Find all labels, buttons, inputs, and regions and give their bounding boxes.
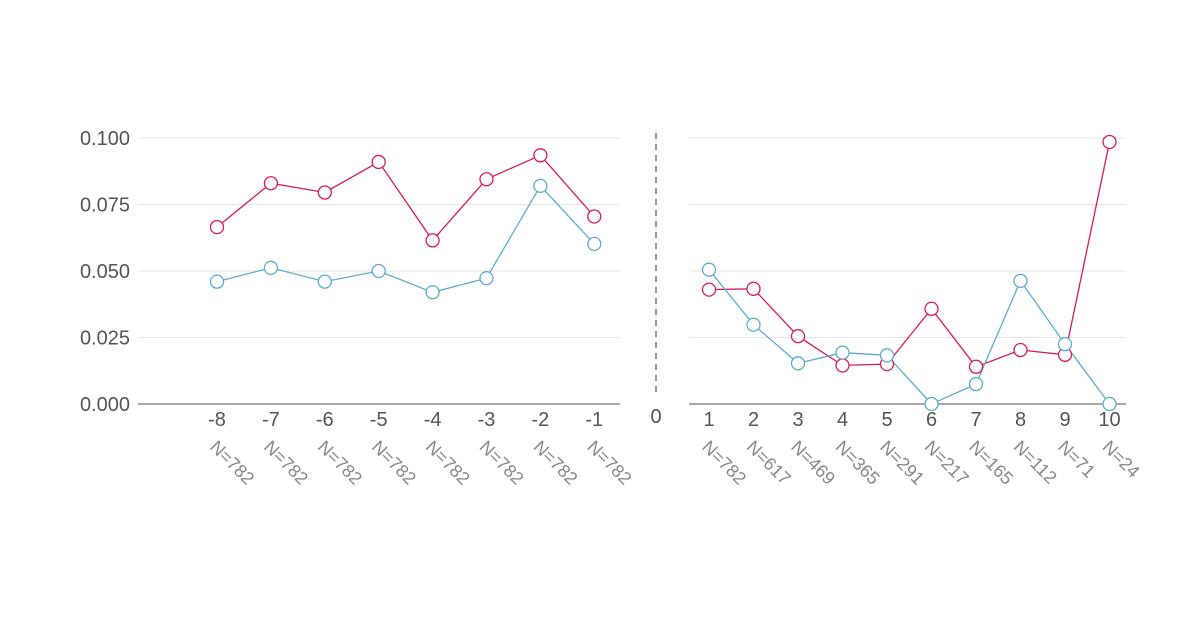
data-point bbox=[425, 233, 440, 248]
sample-size-label: N=782 bbox=[583, 437, 635, 489]
sample-size-labels: N=782 N=782 N=782 N=782 N=782 N=782 N=782 N=782… bbox=[206, 437, 1143, 489]
sample-size-label: N=24 bbox=[1099, 437, 1144, 482]
x-tick-label: 10 bbox=[1098, 409, 1120, 431]
center-divider: 0 bbox=[650, 133, 662, 428]
x-tick-label: 3 bbox=[792, 409, 803, 431]
sample-size-label: N=617 bbox=[743, 437, 795, 489]
series-line bbox=[708, 141, 1111, 368]
sample-size-label: N=291 bbox=[876, 437, 928, 489]
data-point bbox=[746, 317, 761, 332]
data-point bbox=[835, 358, 850, 373]
data-point bbox=[1102, 134, 1117, 150]
data-point bbox=[317, 185, 332, 200]
data-point bbox=[209, 219, 225, 235]
sample-size-label: N=782 bbox=[206, 437, 258, 489]
sample-size-label: N=217 bbox=[921, 437, 973, 489]
data-point bbox=[1102, 396, 1117, 412]
sample-size-label: N=782 bbox=[260, 437, 312, 489]
x-tick-label: -7 bbox=[262, 409, 280, 431]
sample-size-label: N=112 bbox=[1010, 437, 1061, 488]
y-tick-label: 0.050 bbox=[80, 261, 130, 283]
series-lines bbox=[216, 141, 1111, 405]
x-tick-label: 6 bbox=[926, 409, 937, 431]
x-tick-label: 8 bbox=[1015, 409, 1026, 431]
data-point bbox=[533, 148, 548, 163]
sample-size-label: N=782 bbox=[698, 437, 750, 489]
data-point bbox=[1013, 273, 1028, 288]
series-line bbox=[216, 154, 595, 242]
data-point bbox=[425, 285, 440, 300]
data-point bbox=[587, 209, 602, 224]
x-tick-label: 4 bbox=[837, 409, 848, 431]
data-point bbox=[263, 260, 279, 275]
sample-size-label: N=782 bbox=[530, 437, 582, 489]
data-point bbox=[371, 154, 386, 170]
x-tick-label: -3 bbox=[478, 409, 496, 431]
data-point bbox=[209, 274, 225, 289]
x-axis-tick-labels: -8 -7 -6 -5 -4 -3 -2 -1 1 2 3 4 5 6 7 8 9 10 bbox=[208, 409, 1121, 431]
data-point bbox=[263, 176, 279, 191]
sample-size-label: N=71 bbox=[1054, 437, 1099, 482]
data-point bbox=[968, 376, 984, 392]
data-point bbox=[835, 345, 850, 360]
data-point bbox=[587, 236, 602, 252]
x-tick-label: 9 bbox=[1059, 409, 1070, 431]
data-point bbox=[317, 274, 332, 289]
data-point bbox=[1057, 336, 1073, 352]
data-point bbox=[1013, 342, 1028, 358]
data-point bbox=[701, 262, 717, 277]
sample-size-label: N=782 bbox=[476, 437, 528, 489]
y-tick-label: 0.100 bbox=[80, 128, 130, 150]
data-point bbox=[790, 356, 806, 371]
center-zero-label: 0 bbox=[650, 406, 661, 428]
data-point bbox=[533, 178, 548, 194]
x-tick-label: -8 bbox=[208, 409, 226, 431]
data-point bbox=[479, 172, 494, 187]
data-point bbox=[790, 329, 806, 344]
data-point bbox=[371, 263, 386, 279]
grid-lines bbox=[138, 137, 1126, 338]
y-tick-label: 0.025 bbox=[80, 328, 130, 350]
sample-size-label: N=469 bbox=[787, 437, 839, 489]
series-markers bbox=[209, 134, 1117, 412]
sample-size-label: N=365 bbox=[832, 437, 884, 489]
x-tick-label: -6 bbox=[316, 409, 334, 431]
data-point bbox=[924, 396, 939, 412]
data-point bbox=[924, 301, 939, 316]
y-tick-label: 0.075 bbox=[80, 195, 130, 217]
x-tick-label: -4 bbox=[424, 409, 442, 431]
y-axis-tick-labels: 0.000 0.025 0.050 0.075 0.100 bbox=[80, 128, 130, 416]
x-tick-label: 2 bbox=[748, 409, 759, 431]
sample-size-label: N=782 bbox=[422, 437, 474, 489]
x-tick-label: -5 bbox=[370, 409, 388, 431]
data-point bbox=[968, 359, 984, 374]
series-line bbox=[216, 184, 595, 293]
data-point bbox=[701, 282, 717, 297]
data-point bbox=[479, 271, 494, 286]
data-point bbox=[746, 281, 761, 296]
y-tick-label: 0.000 bbox=[80, 394, 130, 416]
x-tick-label: -2 bbox=[532, 409, 550, 431]
x-tick-label: 5 bbox=[881, 409, 892, 431]
data-point bbox=[879, 348, 895, 363]
x-tick-label: 1 bbox=[703, 409, 714, 431]
sample-size-label: N=782 bbox=[314, 437, 366, 489]
sample-size-label: N=165 bbox=[965, 437, 1017, 489]
sample-size-label: N=782 bbox=[368, 437, 420, 489]
x-tick-label: -1 bbox=[585, 409, 603, 431]
series-line bbox=[708, 269, 1111, 405]
x-tick-label: 7 bbox=[970, 409, 981, 431]
